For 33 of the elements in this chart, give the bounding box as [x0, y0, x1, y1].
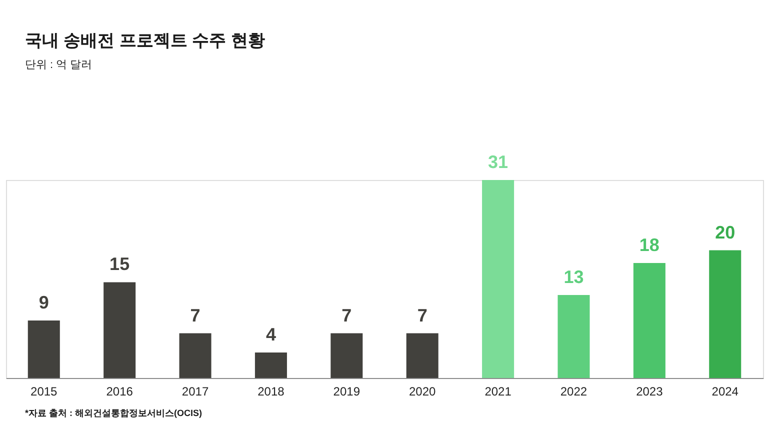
x-tick-label: 2021 — [484, 384, 512, 398]
data-label: 15 — [110, 254, 130, 274]
x-tick-label: 2020 — [408, 384, 436, 398]
text: *자료 출처 : 해외건설통합정보서비스(OCIS) — [25, 408, 202, 418]
x-tick-label: 2016 — [106, 384, 134, 398]
data-label: 7 — [190, 305, 200, 326]
chart-subtitle: 단위 : 억 달러 — [25, 59, 92, 71]
bar — [633, 263, 666, 378]
data-label: 20 — [715, 222, 736, 242]
bar — [330, 333, 363, 378]
x-tick-label: 2023 — [636, 384, 664, 398]
x-tick-label: 2015 — [30, 384, 58, 398]
bar — [709, 250, 742, 378]
data-label: 7 — [417, 305, 428, 326]
bar — [179, 333, 212, 378]
bar — [406, 333, 438, 378]
bar — [558, 294, 590, 378]
x-tick-label: 2022 — [560, 384, 588, 398]
data-label: 18 — [639, 235, 660, 256]
data-label: 7 — [342, 305, 352, 326]
bar — [482, 180, 514, 378]
bar — [28, 320, 60, 378]
data-label: 31 — [488, 152, 508, 172]
x-tick-label: 2017 — [182, 384, 209, 398]
x-tick-label: 2024 — [712, 384, 739, 398]
data-label: 9 — [38, 292, 49, 313]
chart-title: 국내 송배전 프로젝트 수주 현황 — [25, 31, 265, 50]
bar — [104, 282, 136, 378]
x-tick-label: 2019 — [333, 384, 360, 398]
bar — [254, 352, 287, 378]
x-tick-label: 2018 — [258, 384, 285, 398]
data-label: 4 — [266, 324, 276, 344]
data-label: 13 — [564, 266, 584, 287]
